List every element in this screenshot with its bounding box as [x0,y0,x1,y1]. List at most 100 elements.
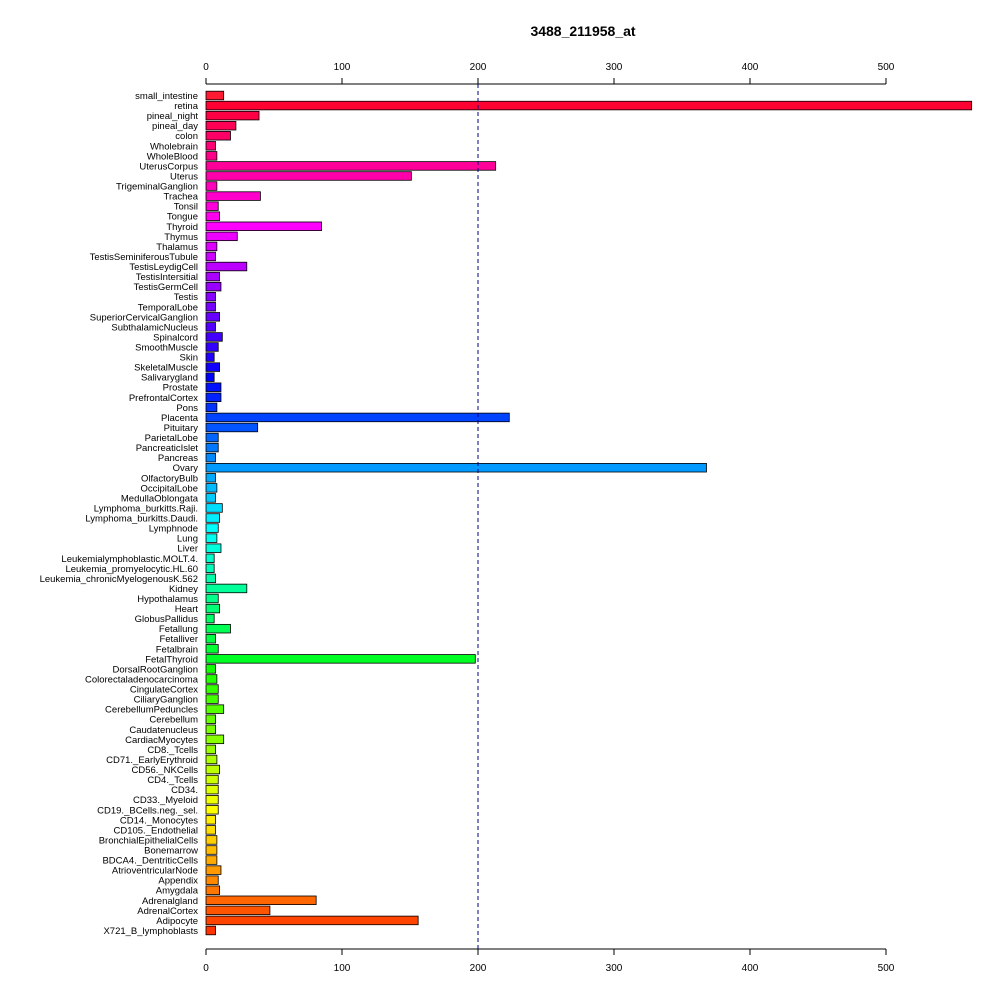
category-label: Bonemarrow [144,846,198,857]
bar [205,513,221,523]
bar [205,855,218,865]
category-label: BDCA4._DentriticCells [102,856,198,867]
bar [205,573,216,584]
category-label: TestisSeminiferousTubule [90,252,198,263]
bar [205,110,260,121]
bar [205,654,476,664]
category-label: TemporalLobe [138,302,198,313]
bar [205,875,219,885]
bar [205,221,322,231]
tick-label: 0 [203,963,209,974]
category-label: Pons [176,403,198,414]
category-label: CardiacMyocytes [125,735,198,746]
bar [205,674,218,684]
bar [205,261,248,272]
bar [205,815,216,825]
category-label: OccipitalLobe [140,483,198,494]
category-label: Pituitary [164,423,199,434]
bar [205,201,219,211]
category-label: CD14._Monocytes [120,815,198,826]
category-label: CD34. [171,785,198,796]
bar [205,251,216,262]
bar [205,644,219,654]
bar [205,271,221,282]
bar [205,734,225,745]
category-label: Cerebellum [149,715,198,726]
bar [205,905,271,916]
bar [205,302,216,312]
bar [205,915,419,926]
bar [205,694,219,704]
bar [205,452,216,463]
category-label: AdrenalCortex [137,906,198,917]
bar [205,312,221,322]
bar [205,332,223,342]
bar [205,281,222,292]
category-label: CD8._Tcells [147,745,198,756]
bar [205,483,218,493]
bar [205,120,237,131]
category-label: Heart [175,604,199,615]
category-label: FetalThyroid [145,654,198,665]
bar [205,442,219,453]
tick-label: 400 [742,62,759,73]
bar [205,603,221,614]
category-label: Kidney [169,584,198,595]
category-label: PancreaticIslet [136,443,199,454]
category-label: TestisIntersitial [136,272,198,283]
tick-label: 400 [742,963,759,974]
category-label: PrefrontalCortex [129,393,198,404]
tick-label: 200 [470,62,487,73]
category-label: Fetalbrain [156,644,198,655]
category-label: Uterus [170,171,198,182]
category-label: Trachea [164,192,199,203]
category-label: Testis [174,292,199,303]
bar [205,493,216,503]
category-label: Adipocyte [156,916,198,927]
category-label: Placenta [161,413,199,424]
category-label: Thymus [164,232,198,243]
bar [205,724,216,734]
category-label: Colorectaladenocarcinoma [85,674,199,685]
category-label: Lymphnode [149,524,198,535]
bar [205,895,317,906]
category-label: Leukemialymphoblastic.MOLT.4. [61,554,198,565]
category-label: Caudatenucleus [129,725,198,736]
tick-label: 500 [878,963,895,974]
bar [205,503,223,513]
bar [205,784,219,795]
category-label: CD4._Tcells [147,775,198,786]
bar [205,774,219,785]
bar [205,634,216,644]
category-label: CD56._NKCells [131,765,198,776]
bar [205,623,231,634]
bar [205,352,215,362]
bar [205,241,218,252]
category-label: Prostate [163,383,198,394]
category-label: Salivarygland [141,373,198,384]
category-label: CD33._Myeloid [133,795,198,806]
bar [205,613,215,624]
bar [205,463,707,473]
bar [205,473,216,483]
category-label: Lymphoma_burkitts.Raji. [94,503,198,514]
bar [205,141,216,151]
category-label: Liver [177,544,198,555]
bar [205,161,497,171]
tick-label: 300 [606,963,623,974]
tick-label: 300 [606,62,623,73]
bar [205,171,412,181]
bar [205,291,216,302]
bar [205,181,218,191]
category-label: Lymphoma_burkitts.Daudi. [85,514,198,525]
category-label: AtrioventricularNode [112,866,198,877]
category-label: SubthalamicNucleus [111,322,198,333]
category-label: CingulateCortex [130,685,198,696]
tick-label: 500 [878,62,895,73]
category-label: CerebellumPeduncles [105,705,198,716]
bar [205,412,510,423]
top-axis: 0 100 200 300 400 500 [203,62,895,85]
category-label: Wholebrain [150,141,198,152]
bar [205,533,218,543]
